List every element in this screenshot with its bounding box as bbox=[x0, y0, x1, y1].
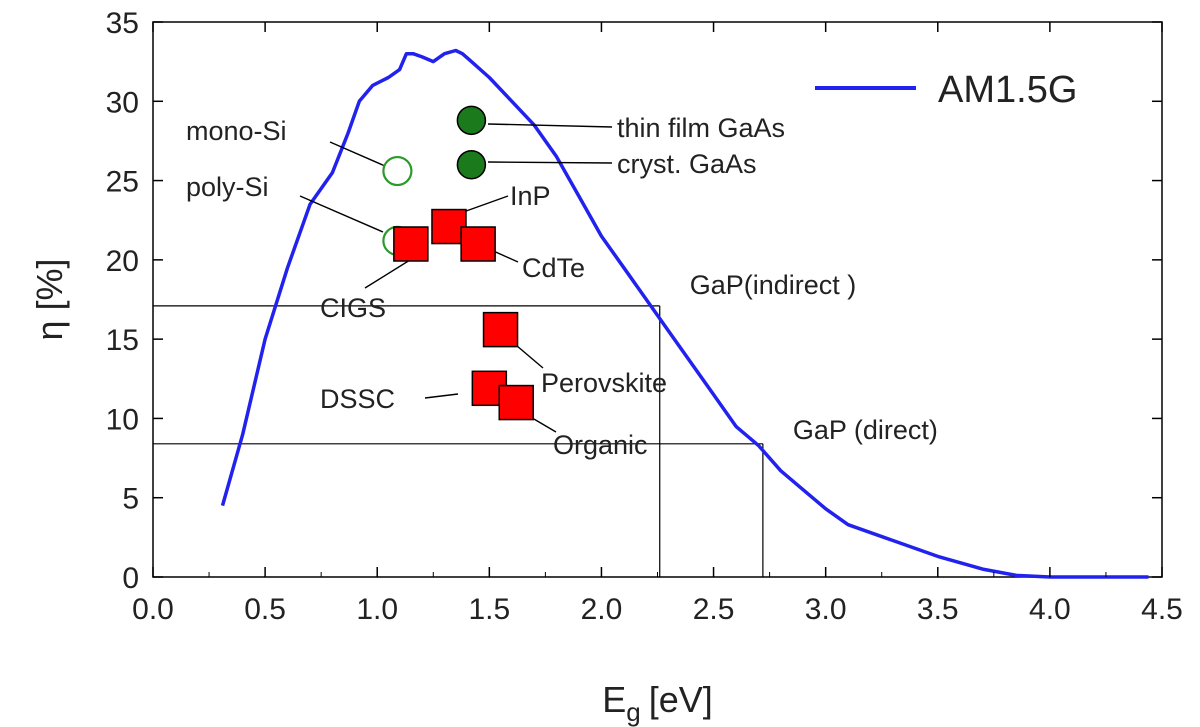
label-mono-si: mono-Si bbox=[186, 116, 287, 146]
label-inp: InP bbox=[510, 181, 551, 211]
marker-cigs bbox=[393, 226, 429, 262]
leader-line bbox=[299, 195, 384, 233]
y-tick-label: 20 bbox=[106, 245, 139, 278]
marker-organic bbox=[498, 384, 534, 421]
x-axis-symbol: E bbox=[602, 679, 626, 720]
y-tick-label: 10 bbox=[106, 403, 139, 436]
leader-line bbox=[424, 393, 459, 399]
label-cryst-gaas: cryst. GaAs bbox=[617, 149, 757, 179]
x-tick-label: 1.0 bbox=[356, 593, 398, 626]
x-tick-label: 4.5 bbox=[1141, 593, 1183, 626]
y-tick-label: 15 bbox=[106, 324, 139, 357]
leader-line bbox=[487, 123, 613, 128]
reference-label: GaP (direct) bbox=[793, 415, 938, 445]
label-organic: Organic bbox=[553, 430, 648, 460]
point-labels: mono-Si poly-Si thin film GaAs cryst. GaAs I… bbox=[186, 113, 785, 460]
label-cdte: CdTe bbox=[522, 253, 585, 283]
label-dssc: DSSC bbox=[320, 384, 395, 414]
y-tick-label: 5 bbox=[122, 483, 139, 516]
x-tick-label: 4.0 bbox=[1029, 593, 1071, 626]
x-axis-subscript: g bbox=[626, 697, 640, 727]
y-tick-label: 35 bbox=[106, 7, 139, 40]
label-poly-si: poly-Si bbox=[186, 172, 269, 202]
leader-line bbox=[487, 161, 613, 164]
marker-cdte bbox=[460, 226, 496, 262]
label-cigs: CIGS bbox=[320, 293, 386, 323]
label-thin-film-gaas: thin film GaAs bbox=[617, 113, 785, 143]
axis-titles: Eg [eV] η [%] bbox=[29, 258, 713, 727]
marker-perovskite bbox=[482, 311, 519, 348]
y-tick-label: 30 bbox=[106, 86, 139, 119]
leader-line bbox=[329, 141, 386, 167]
axis-ticks: 0.0 0.5 1.0 1.5 2.0 2.5 3.0 3.5 4.0 4.5 0 5 10 15 20 25… bbox=[106, 7, 1183, 626]
x-tick-label: 0.0 bbox=[132, 593, 174, 626]
reference-label: GaP(indirect ) bbox=[690, 270, 857, 300]
x-tick-label: 3.0 bbox=[805, 593, 847, 626]
label-perovskite: Perovskite bbox=[541, 368, 667, 398]
x-tick-label: 0.5 bbox=[244, 593, 286, 626]
y-tick-label: 0 bbox=[122, 562, 139, 595]
marker-cryst-gaas bbox=[456, 149, 487, 180]
x-tick-label: 3.5 bbox=[917, 593, 959, 626]
marker-mono-si bbox=[382, 155, 413, 187]
y-tick-label: 25 bbox=[106, 166, 139, 199]
x-tick-label: 2.0 bbox=[581, 593, 623, 626]
x-axis-unit: [eV] bbox=[649, 679, 713, 720]
y-axis-label: η [%] bbox=[29, 258, 70, 340]
data-markers bbox=[382, 105, 534, 421]
x-tick-label: 1.5 bbox=[468, 593, 510, 626]
reference-lines: GaP(indirect ) GaP (direct) bbox=[153, 270, 938, 577]
legend: AM1.5G bbox=[815, 69, 1077, 111]
marker-thin-film-gaas bbox=[456, 105, 487, 136]
legend-label: AM1.5G bbox=[938, 69, 1077, 111]
x-tick-label: 2.5 bbox=[693, 593, 735, 626]
x-axis-label: Eg [eV] bbox=[602, 679, 713, 727]
